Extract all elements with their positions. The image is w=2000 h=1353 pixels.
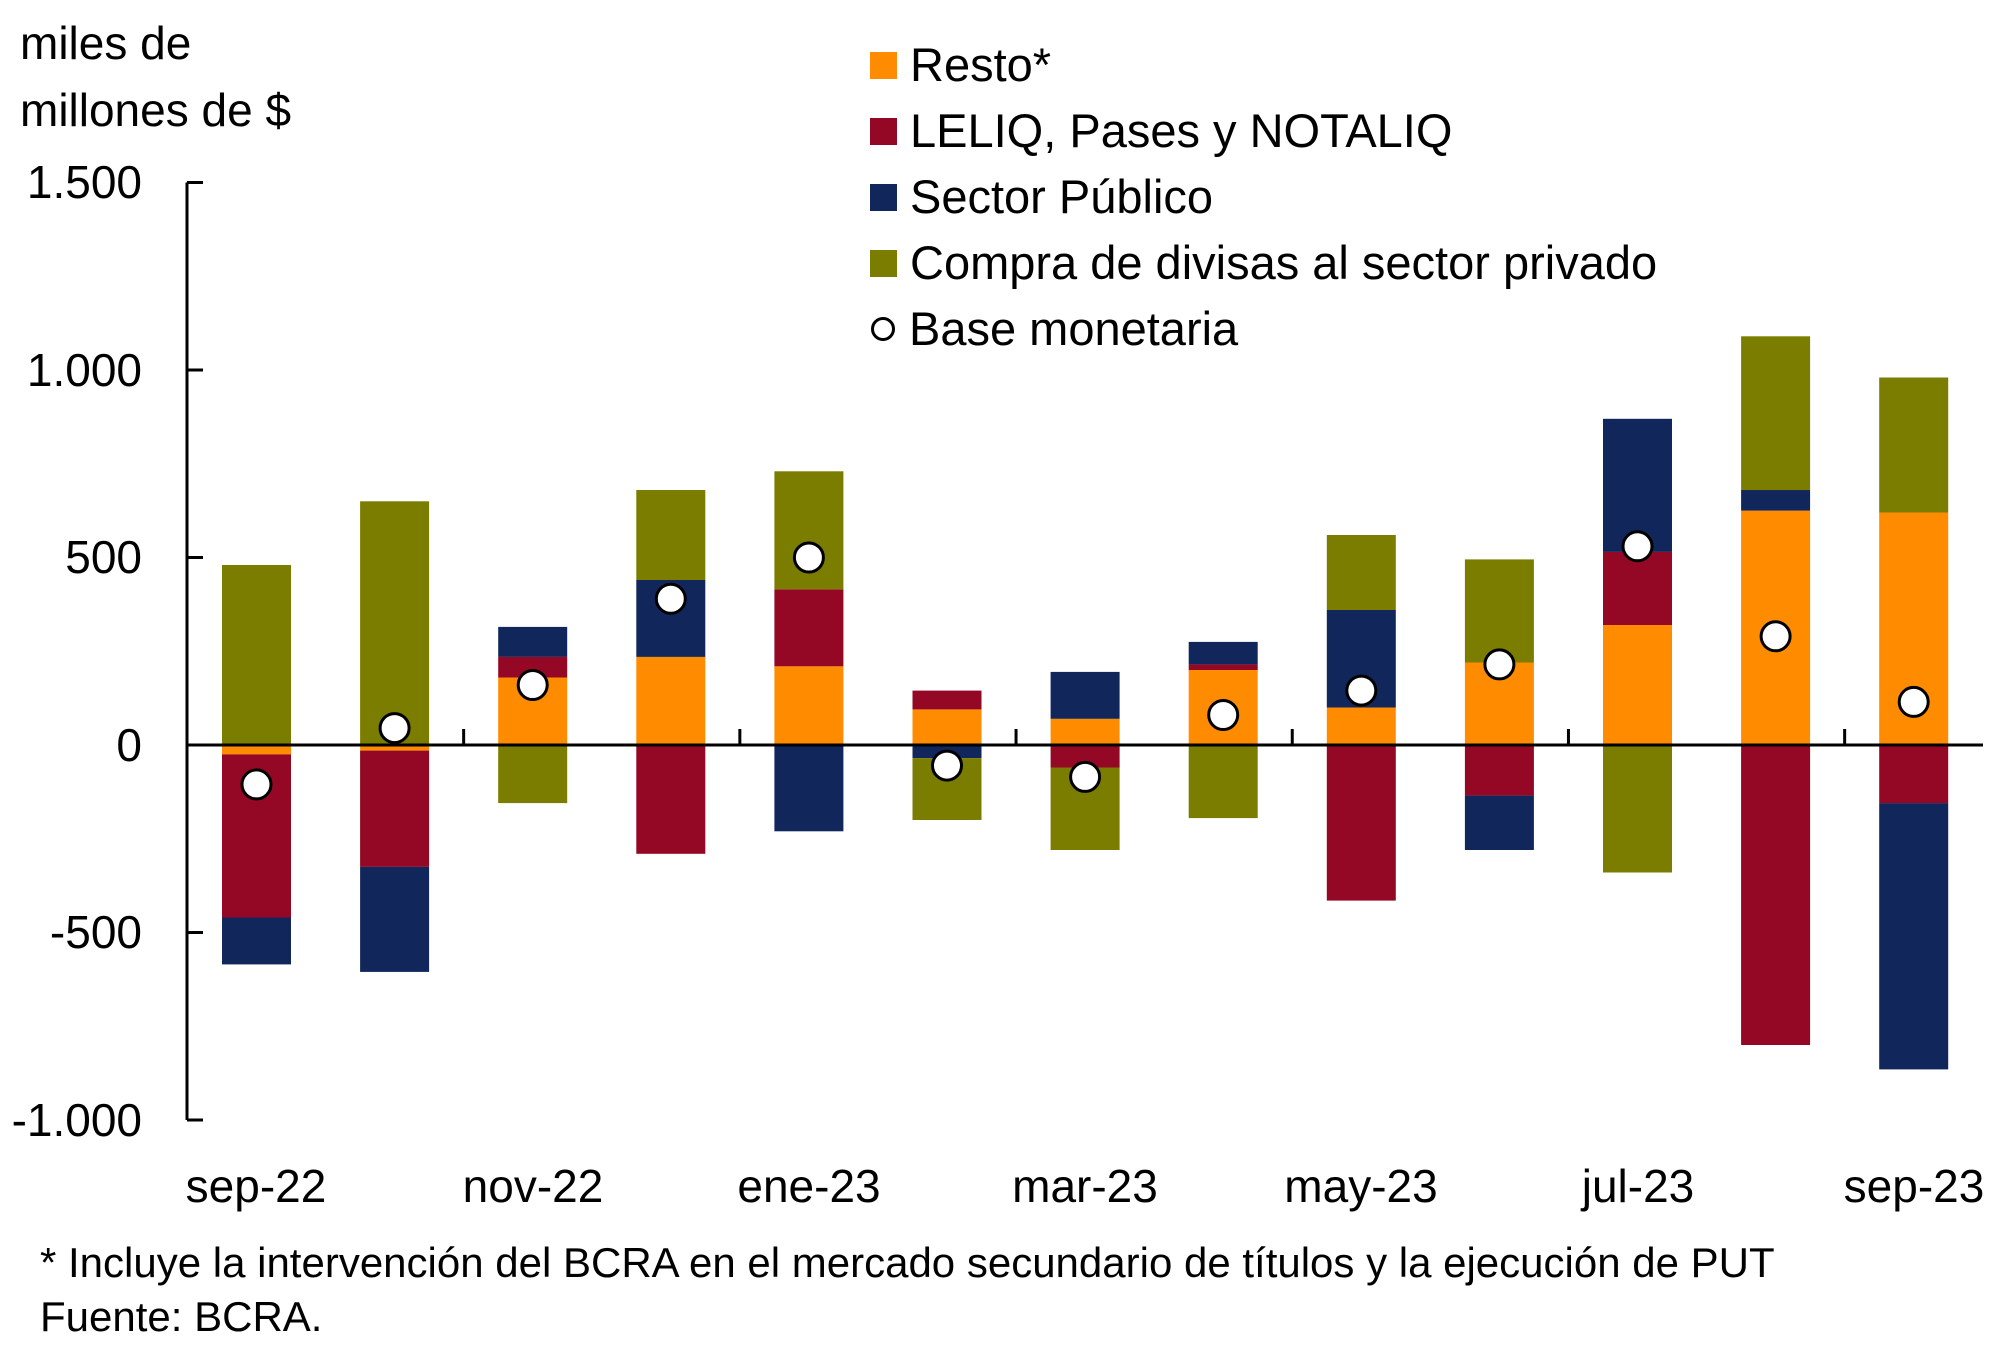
- bar-segment: [912, 709, 982, 745]
- legend-label: LELIQ, Pases y NOTALIQ: [910, 104, 1453, 157]
- bar-segment: [222, 745, 291, 755]
- bar-segment: [912, 690, 982, 710]
- bar-segment: [1326, 535, 1396, 610]
- bar-segment: [498, 626, 568, 657]
- x-tick-label: sep-23: [1843, 1160, 1985, 1212]
- legend-swatch-resto: [870, 51, 897, 79]
- bar-segment: [1741, 336, 1811, 491]
- base-monetaria-marker: [378, 712, 411, 745]
- bar-segment: [774, 745, 844, 832]
- bar-segment: [1050, 745, 1120, 768]
- legend-label: Base monetaria: [909, 302, 1239, 355]
- legend-swatch-sector-publico: [870, 183, 897, 211]
- bar-segment: [1741, 745, 1811, 1045]
- legend-label: Resto*: [910, 38, 1052, 91]
- bar-segment: [774, 589, 844, 667]
- bar-segment: [1188, 641, 1258, 665]
- bar-segment: [1464, 559, 1534, 663]
- bar-segment: [222, 565, 291, 745]
- x-tick-label: mar-23: [1012, 1160, 1158, 1212]
- bar-segment: [360, 866, 430, 972]
- bar-segment: [1741, 490, 1811, 511]
- bar-segment: [1603, 745, 1672, 873]
- base-monetaria-marker: [792, 541, 825, 574]
- bar-segment: [1050, 718, 1120, 746]
- bar-segment: [1879, 745, 1949, 804]
- y-tick-label: 500: [65, 531, 142, 583]
- bar-segment: [1188, 664, 1258, 670]
- open-circle-icon: [871, 317, 895, 341]
- bar-segment: [1326, 707, 1396, 745]
- x-tick-label: may-23: [1284, 1160, 1438, 1212]
- bar-segment: [636, 656, 706, 745]
- axis-unit-title-line2: millones de $: [20, 84, 292, 136]
- base-monetaria-marker: [1621, 530, 1654, 563]
- legend-label: Sector Público: [910, 170, 1214, 223]
- y-tick-label: 0: [116, 719, 142, 771]
- bar-segment: [636, 490, 706, 580]
- y-tick-label: 1.500: [26, 156, 142, 208]
- bar-segment: [1603, 551, 1672, 625]
- x-tick-label: ene-23: [737, 1160, 881, 1212]
- footnote-line1: * Incluye la intervención del BCRA en el…: [40, 1239, 1775, 1286]
- bar-segment: [498, 656, 568, 678]
- base-monetaria-marker: [1897, 685, 1930, 718]
- y-tick-label: 1.000: [26, 344, 142, 396]
- bar-segment: [1603, 625, 1672, 745]
- legend-swatch-compra-divisas: [870, 249, 897, 277]
- base-monetaria-marker: [1345, 674, 1378, 707]
- base-monetaria-marker: [516, 669, 549, 701]
- bar-segment: [498, 745, 568, 804]
- legend-item-resto: Resto*: [870, 38, 1051, 92]
- legend-item-sector-publico: Sector Público: [870, 170, 1213, 224]
- base-monetaria-marker: [1759, 620, 1792, 653]
- bar-segment: [1050, 671, 1120, 719]
- bar-segment: [1879, 803, 1949, 1070]
- bar-segment: [222, 917, 291, 965]
- bar-segment: [1879, 377, 1949, 513]
- bar-segment: [360, 745, 430, 751]
- x-tick-label: jul-23: [1581, 1160, 1695, 1212]
- bar-segment: [636, 745, 706, 854]
- x-tick-label: nov-22: [462, 1160, 604, 1212]
- x-tick-label: sep-22: [185, 1160, 327, 1212]
- legend-swatch-leliq: [870, 117, 897, 145]
- base-monetaria-marker: [1483, 648, 1516, 681]
- bar-segment: [1326, 745, 1396, 901]
- base-monetaria-marker: [1207, 699, 1240, 731]
- y-tick-label: -500: [49, 906, 142, 958]
- bar-segment: [1188, 745, 1258, 819]
- bar-segment: [1603, 418, 1672, 552]
- base-monetaria-marker: [654, 582, 687, 615]
- legend-item-compra-divisas: Compra de divisas al sector privado: [870, 236, 1657, 290]
- axis-unit-title-line1: miles de: [20, 17, 192, 69]
- legend-label: Compra de divisas al sector privado: [910, 236, 1658, 289]
- bar-segment: [774, 666, 844, 746]
- footnote-line2: Fuente: BCRA.: [40, 1293, 323, 1340]
- legend-item-leliq: LELIQ, Pases y NOTALIQ: [870, 104, 1452, 158]
- legend-item-base-monetaria: Base monetaria: [870, 302, 1238, 356]
- bar-segment: [360, 750, 430, 867]
- base-monetaria-marker: [240, 768, 273, 801]
- base-monetaria-marker: [931, 749, 963, 782]
- bar-segment: [1464, 745, 1534, 796]
- bar-segment: [1464, 795, 1534, 850]
- y-tick-label: -1.000: [11, 1094, 142, 1146]
- bar-segment: [360, 501, 430, 746]
- base-monetaria-marker: [1069, 760, 1102, 793]
